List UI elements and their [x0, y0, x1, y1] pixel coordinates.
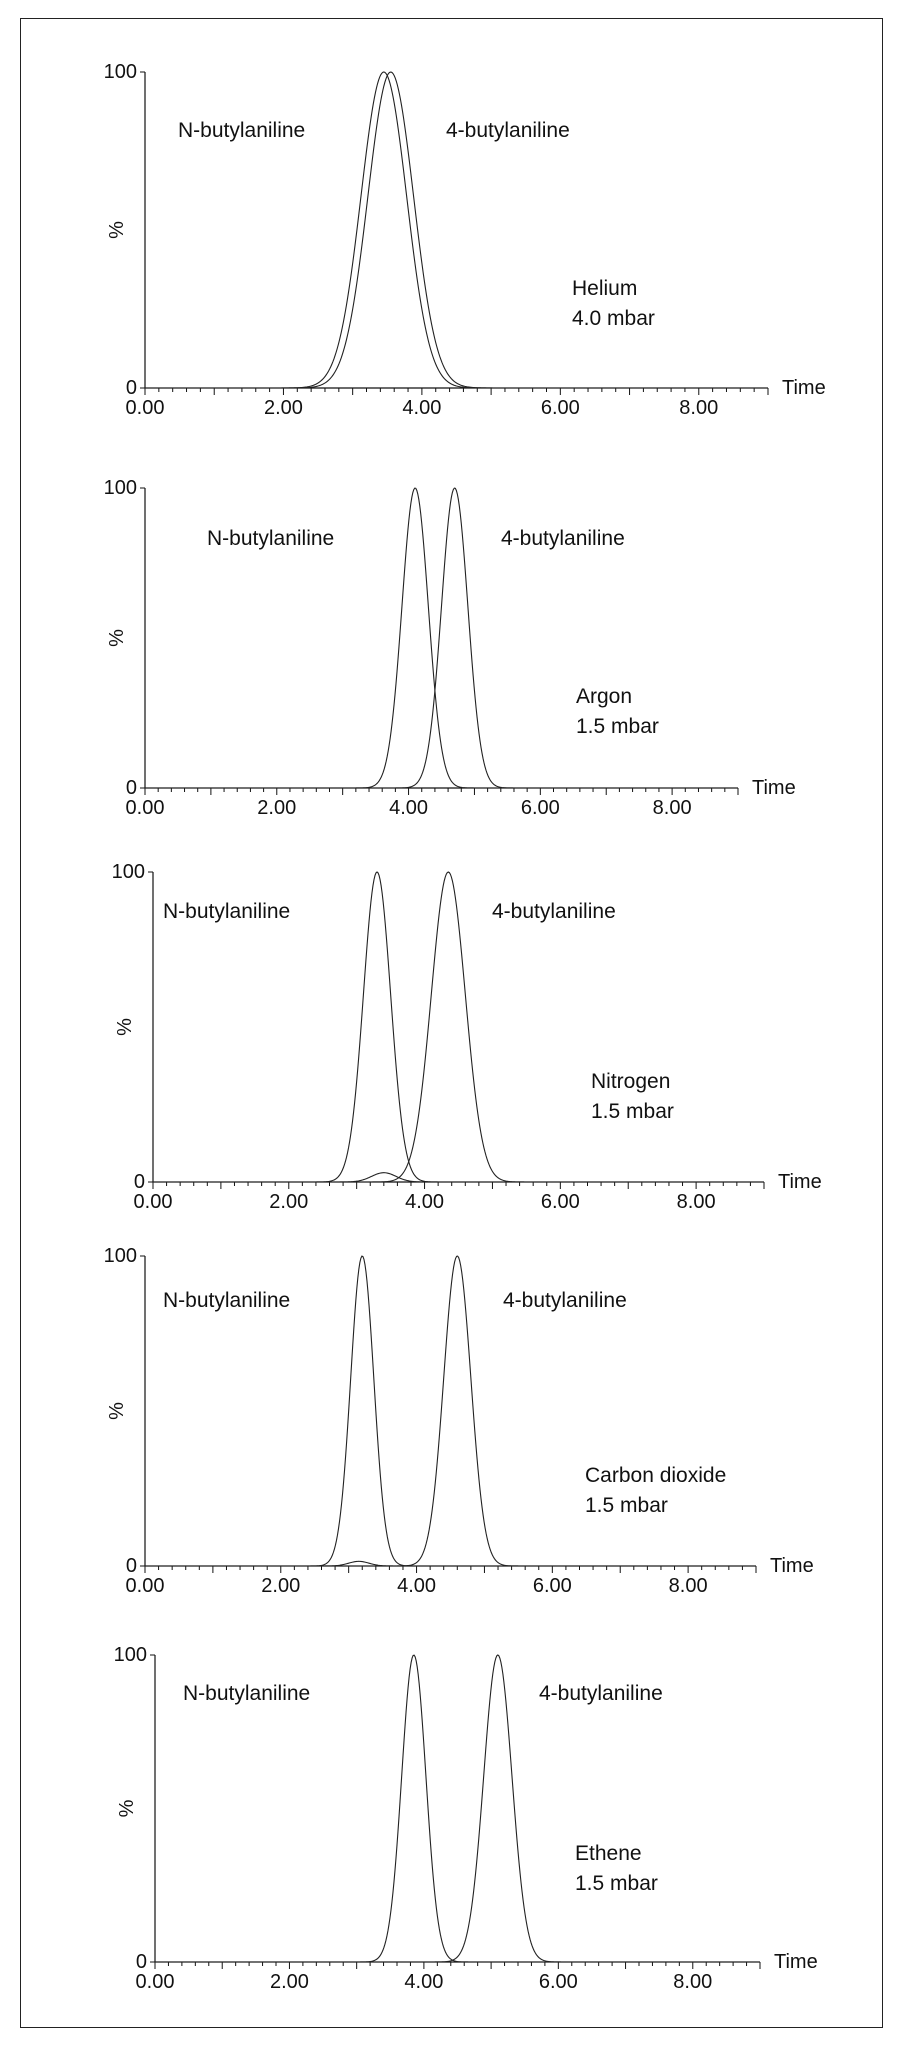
- y-tick-label: 100: [104, 1245, 137, 1267]
- x-tick-label: 0.00: [126, 397, 165, 419]
- peak-label-n-butylaniline: N-butylaniline: [178, 119, 305, 142]
- y-tick-label: 100: [104, 477, 137, 499]
- x-axis-title: Time: [774, 1951, 818, 1973]
- y-axis-title: %: [106, 221, 128, 239]
- chromatogram-panel-3: 0.00 2.00 4.00 6.00 8.00 0 100% Time N-butylanil…: [112, 861, 822, 1213]
- gas-pressure-label: 1.5 mbar: [576, 715, 659, 738]
- x-tick-label: 8.00: [669, 1575, 708, 1597]
- x-tick-label: 8.00: [673, 1971, 712, 1993]
- peak-label-4-butylaniline: 4-butylaniline: [446, 119, 570, 142]
- peak-label-n-butylaniline: N-butylaniline: [163, 900, 290, 923]
- trace-4-butylaniline: [145, 71, 768, 389]
- x-tick-label: 2.00: [264, 397, 303, 419]
- trace-minor-peak: [145, 1560, 756, 1567]
- y-axis-title: %: [106, 1402, 128, 1420]
- y-axis-title: %: [106, 629, 128, 647]
- x-tick-label: 2.00: [257, 797, 296, 819]
- gas-pressure-label: 1.5 mbar: [585, 1494, 668, 1517]
- x-axis-title: Time: [778, 1171, 822, 1193]
- x-tick-label: 8.00: [679, 397, 718, 419]
- x-tick-label: 8.00: [653, 797, 692, 819]
- x-tick-label: 0.00: [126, 1575, 165, 1597]
- collision-gas-label: Nitrogen: [591, 1070, 670, 1093]
- peak-label-4-butylaniline: 4-butylaniline: [501, 527, 625, 550]
- x-tick-label: 2.00: [270, 1971, 309, 1993]
- x-tick-label: 0.00: [134, 1191, 173, 1213]
- gas-pressure-label: 1.5 mbar: [591, 1100, 674, 1123]
- trace-4-butylaniline: [155, 1654, 760, 1963]
- x-axis-title: Time: [770, 1555, 814, 1577]
- y-axis-title: %: [114, 1018, 136, 1036]
- x-tick-label: 6.00: [541, 1191, 580, 1213]
- y-tick-label: 0: [126, 1555, 137, 1577]
- gas-pressure-label: 1.5 mbar: [575, 1872, 658, 1895]
- peak-label-n-butylaniline: N-butylaniline: [183, 1682, 310, 1705]
- x-tick-label: 0.00: [126, 797, 165, 819]
- y-tick-label: 0: [126, 777, 137, 799]
- y-tick-label: 0: [134, 1171, 145, 1193]
- x-tick-label: 6.00: [521, 797, 560, 819]
- x-tick-label: 6.00: [533, 1575, 572, 1597]
- collision-gas-label: Carbon dioxide: [585, 1464, 726, 1487]
- trace-minor-peak: [153, 1172, 764, 1183]
- figure-frame: [20, 18, 883, 2028]
- x-tick-label: 2.00: [269, 1191, 308, 1213]
- collision-gas-label: Ethene: [575, 1842, 642, 1865]
- y-axis-title: %: [116, 1799, 138, 1817]
- peak-label-4-butylaniline: 4-butylaniline: [503, 1289, 627, 1312]
- peak-label-4-butylaniline: 4-butylaniline: [492, 900, 616, 923]
- chromatogram-panel-2: 0.00 2.00 4.00 6.00 8.00 0 100% Time N-butylanil…: [104, 477, 796, 819]
- x-tick-label: 4.00: [405, 1191, 444, 1213]
- x-axis-title: Time: [782, 377, 826, 399]
- x-tick-label: 6.00: [541, 397, 580, 419]
- peak-label-4-butylaniline: 4-butylaniline: [539, 1682, 663, 1705]
- x-tick-label: 8.00: [677, 1191, 716, 1213]
- x-tick-label: 4.00: [397, 1575, 436, 1597]
- x-tick-label: 6.00: [539, 1971, 578, 1993]
- x-tick-label: 2.00: [261, 1575, 300, 1597]
- y-tick-label: 0: [126, 377, 137, 399]
- chromatogram-panel-4: 0.00 2.00 4.00 6.00 8.00 0 100% Time N-butylanil…: [104, 1245, 814, 1597]
- collision-gas-label: Argon: [576, 685, 632, 708]
- chromatogram-panel-5: 0.00 2.00 4.00 6.00 8.00 0 100% Time N-butylanil…: [114, 1644, 818, 1993]
- y-tick-label: 100: [112, 861, 145, 883]
- trace-4-butylaniline: [145, 487, 738, 789]
- collision-gas-label: Helium: [572, 277, 637, 300]
- y-tick-label: 100: [114, 1644, 147, 1666]
- x-tick-label: 4.00: [389, 797, 428, 819]
- x-tick-label: 4.00: [404, 1971, 443, 1993]
- x-tick-label: 4.00: [402, 397, 441, 419]
- y-tick-label: 0: [136, 1951, 147, 1973]
- chromatogram-panel-1: 0.00 2.00 4.00 6.00 8.00 0 100% Time N-butylanil…: [104, 61, 826, 419]
- peak-label-n-butylaniline: N-butylaniline: [163, 1289, 290, 1312]
- x-axis-title: Time: [752, 777, 796, 799]
- y-tick-label: 100: [104, 61, 137, 83]
- x-tick-label: 0.00: [136, 1971, 175, 1993]
- gas-pressure-label: 4.0 mbar: [572, 307, 655, 330]
- peak-label-n-butylaniline: N-butylaniline: [207, 527, 334, 550]
